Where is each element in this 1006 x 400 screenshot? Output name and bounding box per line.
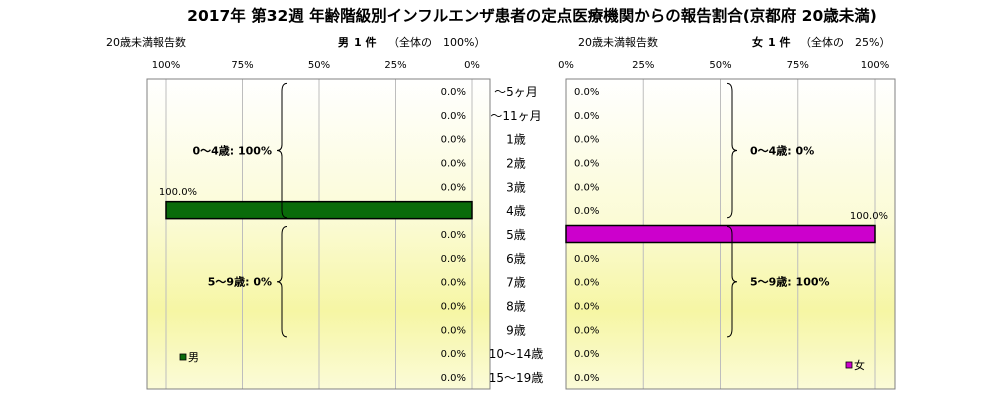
category-label: 6歳 — [506, 252, 526, 266]
group-brace — [726, 225, 738, 338]
left-share: （全体の 100%） — [388, 35, 485, 49]
legend-swatch — [179, 353, 187, 361]
category-label: ～5ヶ月 — [494, 85, 538, 99]
right-count: 1 件 — [768, 35, 790, 49]
data-label: 0.0% — [574, 87, 599, 98]
category-label: 1歳 — [506, 133, 526, 147]
category-label: 3歳 — [506, 180, 526, 194]
x-tick-label: 100% — [861, 60, 890, 71]
category-label: 15～19歳 — [489, 371, 544, 385]
male-plot-border — [146, 78, 491, 390]
data-label: 0.0% — [441, 182, 466, 193]
right-share: （全体の 25%） — [800, 35, 890, 49]
x-tick-label: 50% — [308, 60, 330, 71]
data-label: 0.0% — [441, 302, 466, 313]
legend-label: 女 — [854, 358, 865, 372]
x-tick-label: 25% — [632, 60, 654, 71]
data-label: 0.0% — [574, 111, 599, 122]
right-caption: 20歳未満報告数 — [578, 36, 658, 49]
data-label: 0.0% — [441, 325, 466, 336]
group-label: 5～9歳: 0% — [208, 275, 272, 289]
data-label: 0.0% — [574, 349, 599, 360]
male-bar — [165, 200, 473, 220]
data-label: 0.0% — [574, 182, 599, 193]
x-tick-label: 0% — [558, 60, 574, 71]
data-label: 0.0% — [574, 254, 599, 265]
group-label: 0～4歳: 100% — [192, 144, 272, 158]
data-label: 0.0% — [441, 373, 466, 384]
group-brace — [726, 82, 738, 219]
legend-swatch — [845, 361, 853, 369]
data-label: 100.0% — [159, 187, 197, 198]
x-tick-label: 50% — [709, 60, 731, 71]
age-category-labels: ～5ヶ月 ～11ヶ月 1歳 2歳 3歳 4歳 5歳 6歳 7歳 8歳 9歳 10～14歳 15～19歳 — [489, 85, 544, 385]
group-brace — [276, 225, 288, 338]
legend-label: 男 — [188, 351, 199, 364]
data-label: 0.0% — [441, 349, 466, 360]
data-label: 0.0% — [441, 135, 466, 146]
category-label: 4歳 — [506, 204, 526, 218]
group-brace — [276, 82, 288, 219]
data-label: 0.0% — [574, 373, 599, 384]
data-label: 0.0% — [441, 87, 466, 98]
x-tick-label: 100% — [152, 60, 181, 71]
female-panel: 0% 25% 50% 75% 100% 0.0% 0.0% 0.0% 0.0% 0.0% 0.0% 1… — [558, 60, 896, 390]
data-label: 0.0% — [574, 302, 599, 313]
category-label: 10～14歳 — [489, 347, 544, 361]
left-count: 1 件 — [354, 35, 376, 49]
group-label: 0～4歳: 0% — [750, 144, 814, 158]
category-label: 2歳 — [506, 156, 526, 170]
x-tick-label: 75% — [231, 60, 253, 71]
female-bar — [565, 224, 876, 244]
group-label: 5～9歳: 100% — [750, 275, 830, 289]
category-label: 5歳 — [506, 228, 526, 242]
category-label: 7歳 — [506, 276, 526, 290]
category-label: 9歳 — [506, 323, 526, 337]
data-label: 0.0% — [441, 278, 466, 289]
x-tick-label: 0% — [464, 60, 480, 71]
data-label: 100.0% — [850, 211, 888, 222]
left-sex-label: 男 — [338, 36, 349, 49]
data-label: 0.0% — [441, 230, 466, 241]
right-sex-label: 女 — [752, 35, 763, 49]
male-panel: 0% 25% 50% 75% 100% 0.0% 0.0% 0.0% 0.0% 0.0% 100.0… — [146, 60, 491, 390]
chart-title: 2017年 第32週 年齢階級別インフルエンザ患者の定点医療機関からの報告割合(… — [187, 6, 877, 25]
data-label: 0.0% — [574, 206, 599, 217]
data-label: 0.0% — [441, 158, 466, 169]
data-label: 0.0% — [574, 325, 599, 336]
x-tick-label: 25% — [384, 60, 406, 71]
data-label: 0.0% — [574, 278, 599, 289]
x-tick-label: 75% — [787, 60, 809, 71]
data-label: 0.0% — [441, 254, 466, 265]
category-label: 8歳 — [506, 300, 526, 314]
data-label: 0.0% — [574, 158, 599, 169]
left-caption: 20歳未満報告数 — [106, 36, 186, 49]
data-label: 0.0% — [441, 111, 466, 122]
data-label: 0.0% — [574, 135, 599, 146]
category-label: ～11ヶ月 — [490, 109, 541, 123]
